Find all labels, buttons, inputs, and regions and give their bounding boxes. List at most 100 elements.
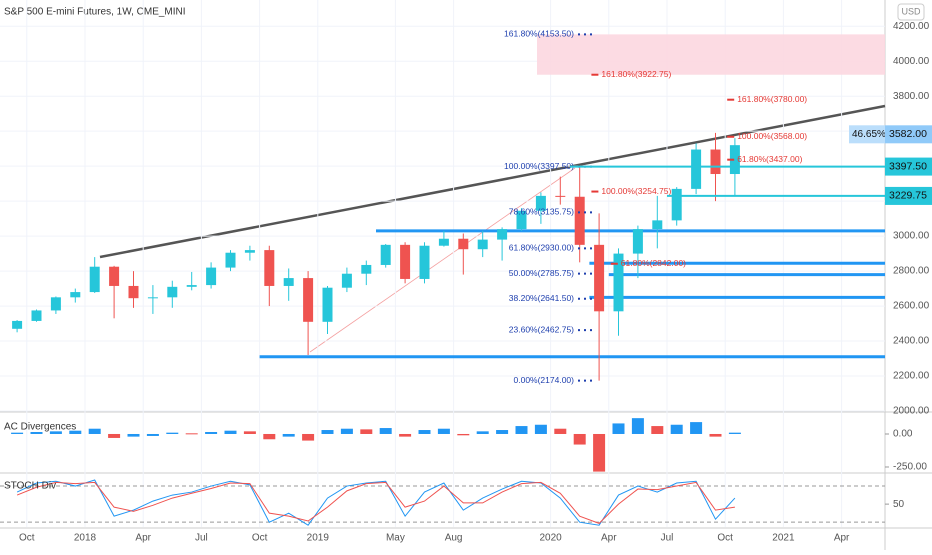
ac-bar: [418, 430, 431, 434]
fib-label: 161.80%(3780.00): [737, 94, 807, 104]
ac-bar: [554, 428, 567, 434]
change-box: [849, 125, 885, 144]
ac-bar: [593, 433, 606, 472]
ac-bar: [651, 426, 664, 434]
fib-label: 38.20%(2641.50): [509, 293, 574, 303]
fib-label: 61.80%(2930.00): [509, 243, 574, 253]
currency: USD: [901, 6, 921, 16]
candle-body: [322, 287, 333, 322]
ac-bar: [146, 433, 159, 436]
ac-bar: [166, 432, 179, 434]
ac-bar: [263, 433, 276, 440]
x-tick-label: 2018: [74, 533, 97, 544]
currency-box[interactable]: [897, 3, 925, 21]
candle-body: [516, 210, 527, 230]
x-tick-label: Aug: [445, 533, 463, 544]
x-tick-label: Jul: [195, 533, 208, 544]
y-tick-label: 2600.00: [893, 301, 930, 312]
candle-body: [167, 286, 178, 298]
candle-body: [361, 264, 372, 274]
x-tick-label: 2020: [539, 533, 562, 544]
y-tick-label: 3800.00: [893, 91, 930, 102]
symbol-title: S&P 500 E-mini Futures, 1W, CME_MINI: [4, 7, 186, 18]
stoch-line: [16, 481, 735, 524]
y-tick-label: 4200.00: [893, 21, 930, 32]
candle-body: [147, 297, 158, 299]
last-price-label: 3582.00: [889, 128, 927, 140]
candle-body: [50, 297, 61, 311]
y-tick-label: 2200.00: [893, 371, 930, 382]
ac-bar: [185, 433, 198, 435]
ac-bar: [709, 433, 722, 437]
x-tick-label: Apr: [135, 533, 151, 544]
ac-bar: [282, 433, 295, 437]
ac-bar: [534, 424, 547, 434]
fib-label: 100.00%(3397.50): [504, 161, 574, 171]
fib-label: 61.80%(3437.00): [737, 154, 802, 164]
pane-title: STOCH Div: [4, 481, 56, 492]
fib-label: 161.80%(3922.75): [601, 69, 671, 79]
x-tick-label: Apr: [601, 533, 617, 544]
ac-bar: [360, 429, 373, 434]
candle-body: [341, 273, 352, 288]
candle-body: [574, 196, 585, 245]
candle-body: [458, 238, 469, 250]
y-tick-label: 4000.00: [893, 56, 930, 67]
candle-body: [89, 266, 100, 293]
candle-body: [710, 149, 721, 175]
y-tick-label: 50: [893, 499, 905, 510]
ac-bar: [224, 430, 237, 434]
fib-label: 0.00%(2174.00): [514, 375, 575, 385]
fib-connector: [309, 167, 576, 353]
ac-bar: [437, 428, 450, 434]
ac-bar: [127, 433, 140, 437]
candle-body: [555, 195, 566, 197]
candle-body: [303, 278, 314, 322]
candle-body: [594, 244, 605, 312]
ac-bar: [728, 432, 741, 434]
candle-body: [12, 320, 23, 329]
ac-bar: [11, 432, 24, 434]
ac-bar: [670, 424, 683, 434]
stoch-line: [16, 479, 736, 526]
candle-body: [438, 238, 449, 246]
candle-body: [613, 253, 624, 312]
ac-bar: [30, 432, 43, 434]
price-box: [885, 125, 932, 144]
ac-bar: [49, 431, 62, 434]
ac-bar: [340, 428, 353, 434]
candle-body: [70, 292, 81, 298]
ac-bar: [690, 422, 703, 434]
candle-body: [31, 310, 42, 321]
fib-label: 78.60%(3135.75): [509, 207, 574, 217]
price-box: [885, 157, 932, 176]
ac-bar: [457, 433, 470, 436]
candle-body: [497, 229, 508, 240]
candle-body: [225, 252, 236, 268]
candle-body: [186, 285, 197, 287]
ac-bar: [302, 433, 315, 441]
ac-bar: [515, 426, 528, 434]
ac-bar: [496, 430, 509, 434]
fib-label: 23.60%(2462.75): [509, 324, 574, 334]
fib-label: 61.80%(2842.00): [621, 258, 686, 268]
candle-body: [283, 278, 294, 286]
candle-body: [729, 145, 740, 175]
ac-bar: [476, 431, 489, 434]
x-tick-label: 2019: [307, 533, 330, 544]
candle-body: [691, 149, 702, 189]
candle-body: [109, 266, 120, 286]
target-zone: [537, 34, 885, 75]
x-tick-label: May: [386, 533, 405, 544]
x-tick-label: Oct: [19, 533, 35, 544]
fib-label: 100.00%(3254.75): [601, 186, 671, 196]
ac-bar: [612, 423, 625, 434]
x-tick-label: Jul: [661, 533, 674, 544]
change-label: 46.65%: [852, 129, 886, 140]
candle-body: [535, 195, 546, 211]
ac-bar: [108, 433, 121, 438]
ac-bar: [379, 428, 392, 434]
candle-body: [419, 245, 430, 279]
ac-bar: [321, 430, 334, 434]
ac-bar: [399, 433, 412, 437]
